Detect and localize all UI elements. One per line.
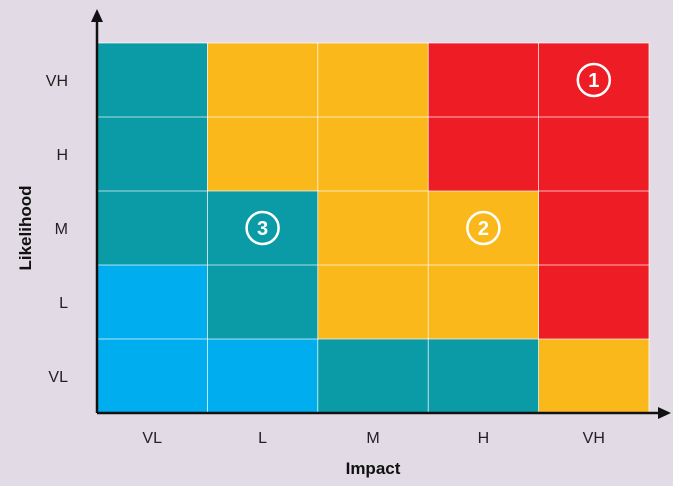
y-tick-label: VL (48, 369, 68, 386)
annotation-label: 2 (478, 218, 489, 240)
cell-vl-vh (97, 43, 208, 117)
cell-vl-l (97, 265, 208, 339)
cell-vh-h (538, 117, 649, 191)
y-axis-title: Likelihood (16, 186, 35, 271)
cell-h-m (428, 191, 539, 265)
cell-l-vl (207, 339, 318, 413)
cell-m-vh (317, 43, 429, 117)
cell-vh-m (538, 191, 649, 265)
cell-h-vl (428, 339, 539, 413)
y-tick-label: M (55, 221, 68, 238)
annotation-circle (466, 210, 501, 246)
cell-l-m (207, 191, 318, 265)
cell-h-h (428, 117, 539, 191)
x-tick-label: L (258, 430, 267, 447)
cell-m-m (317, 191, 429, 265)
x-axis-title: Impact (346, 459, 401, 478)
x-tick-label: VH (583, 430, 605, 447)
annotation-circle (245, 210, 280, 246)
y-tick-label: VH (46, 73, 68, 90)
y-tick-label: L (59, 295, 68, 312)
cell-h-l (428, 265, 539, 339)
cell-l-h (207, 117, 318, 191)
y-axis-arrow-icon (91, 9, 103, 22)
cell-vl-m (97, 191, 208, 265)
x-axis-arrow-icon (658, 407, 671, 419)
x-tick-label: M (366, 430, 379, 447)
cell-m-h (317, 117, 429, 191)
x-tick-label: VL (142, 430, 162, 447)
cell-vl-vl (97, 339, 208, 413)
cell-vh-vh (538, 43, 649, 117)
cell-m-l (317, 265, 429, 339)
cell-l-vh (207, 43, 318, 117)
cell-vl-h (97, 117, 208, 191)
annotation-circle (576, 62, 612, 98)
cell-l-l (207, 265, 318, 339)
cell-m-vl (317, 339, 429, 413)
annotation-label: 3 (257, 218, 268, 240)
cell-vh-vl (538, 339, 649, 413)
cell-h-vh (428, 43, 539, 117)
y-tick-label: H (56, 147, 68, 164)
annotation-label: 1 (588, 70, 599, 92)
cell-vh-l (538, 265, 649, 339)
x-tick-label: H (478, 430, 490, 447)
